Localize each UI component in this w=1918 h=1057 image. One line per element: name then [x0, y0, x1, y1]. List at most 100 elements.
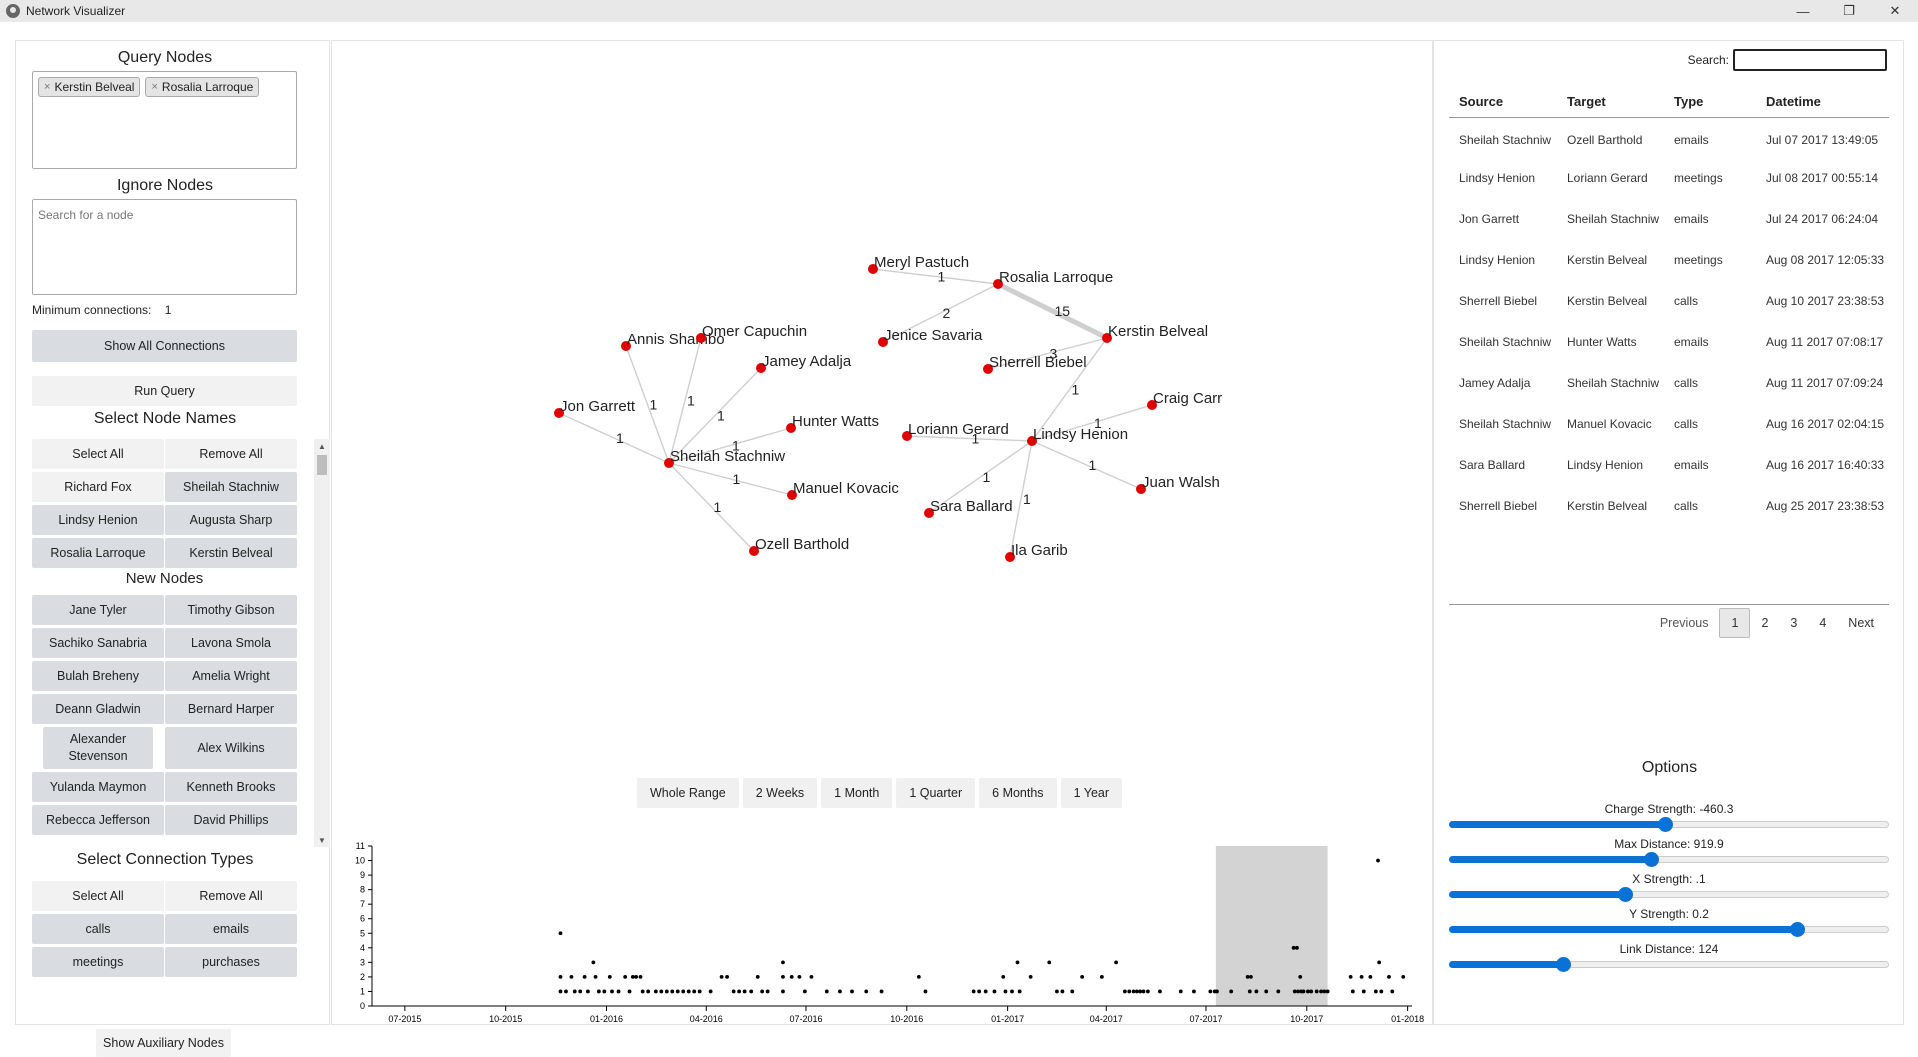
- select-all-names-button[interactable]: Select All: [32, 439, 164, 469]
- graph-link[interactable]: [1009, 440, 1033, 558]
- graph-node[interactable]: [868, 264, 878, 274]
- graph-link[interactable]: [882, 283, 999, 343]
- table-row[interactable]: Sherrell Biebel Kerstin Belveal calls Aug 1…: [1449, 281, 1889, 322]
- new-node-button[interactable]: Alexander Stevenson: [43, 727, 153, 769]
- maximize-icon[interactable]: ❐: [1843, 3, 1855, 18]
- new-node-button[interactable]: Sachiko Sanabria: [32, 628, 164, 658]
- graph-node[interactable]: [621, 341, 631, 351]
- table-row[interactable]: Lindsy Henion Kerstin Belveal meetings Aug …: [1449, 240, 1889, 281]
- node-name-button[interactable]: Kerstin Belveal: [165, 538, 297, 568]
- range-1year-button[interactable]: 1 Year: [1060, 778, 1123, 808]
- new-node-button[interactable]: Deann Gladwin: [32, 694, 164, 724]
- graph-node[interactable]: [878, 337, 888, 347]
- range-6months-button[interactable]: 6 Months: [979, 778, 1057, 808]
- scroll-down-icon[interactable]: ▼: [318, 835, 326, 845]
- option-slider[interactable]: Y Strength: 0.2: [1449, 907, 1889, 943]
- graph-node[interactable]: [1005, 552, 1015, 562]
- pager-page-4[interactable]: 4: [1819, 616, 1827, 630]
- table-row[interactable]: Sheilah Stachniw Hunter Watts emails Aug 11…: [1449, 322, 1889, 363]
- query-tag[interactable]: × Kerstin Belveal: [38, 77, 141, 97]
- table-row[interactable]: Sheilah Stachniw Ozell Barthold emails Jul …: [1449, 117, 1889, 158]
- graph-link[interactable]: [987, 337, 1108, 370]
- new-node-button[interactable]: Bulah Breheny: [32, 661, 164, 691]
- option-slider[interactable]: X Strength: .1: [1449, 872, 1889, 908]
- graph-link[interactable]: [1031, 440, 1142, 490]
- ignore-nodes-input[interactable]: Search for a node: [32, 199, 297, 295]
- graph-node[interactable]: [696, 333, 706, 343]
- graph-node[interactable]: [1027, 436, 1037, 446]
- range-1month-button[interactable]: 1 Month: [821, 778, 893, 808]
- node-name-button[interactable]: Richard Fox: [32, 472, 164, 502]
- graph-link[interactable]: [668, 427, 792, 464]
- table-row[interactable]: Sara Ballard Lindsy Henion emails Aug 16 20…: [1449, 445, 1889, 486]
- node-name-button[interactable]: Sheilah Stachniw: [165, 472, 297, 502]
- new-node-button[interactable]: Amelia Wright: [165, 661, 297, 691]
- node-name-button[interactable]: Lindsy Henion: [32, 505, 164, 535]
- remove-all-names-button[interactable]: Remove All: [165, 439, 297, 469]
- table-row[interactable]: Jamey Adalja Sheilah Stachniw calls Aug 11 …: [1449, 363, 1889, 404]
- graph-node[interactable]: [1147, 400, 1157, 410]
- pager-page-2[interactable]: 2: [1761, 616, 1769, 630]
- slider-knob[interactable]: [1657, 817, 1673, 832]
- new-node-button[interactable]: Alex Wilkins: [165, 727, 297, 769]
- graph-node[interactable]: [756, 363, 766, 373]
- graph-link[interactable]: [872, 268, 999, 285]
- slider-knob[interactable]: [1556, 957, 1572, 972]
- show-auxiliary-nodes-button[interactable]: Show Auxiliary Nodes: [96, 1029, 231, 1057]
- graph-node[interactable]: [749, 546, 759, 556]
- table-row[interactable]: Jon Garrett Sheilah Stachniw emails Jul 24 …: [1449, 199, 1889, 240]
- min-connections-value[interactable]: 1: [164, 303, 172, 317]
- graph-link[interactable]: [668, 367, 762, 464]
- graph-node[interactable]: [786, 423, 796, 433]
- connection-type-button[interactable]: meetings: [32, 947, 164, 977]
- new-node-button[interactable]: Rebecca Jefferson: [32, 805, 164, 835]
- new-node-button[interactable]: Bernard Harper: [165, 694, 297, 724]
- column-header-target[interactable]: Target: [1557, 87, 1664, 118]
- new-node-button[interactable]: David Phillips: [165, 805, 297, 835]
- graph-node[interactable]: [554, 408, 564, 418]
- slider-knob[interactable]: [1789, 922, 1805, 937]
- scroll-up-icon[interactable]: ▲: [318, 441, 326, 451]
- graph-link[interactable]: [1031, 404, 1153, 442]
- connection-type-button[interactable]: purchases: [165, 947, 297, 977]
- new-node-button[interactable]: Yulanda Maymon: [32, 772, 164, 802]
- close-icon[interactable]: ✕: [1889, 3, 1901, 18]
- option-slider[interactable]: Link Distance: 124: [1449, 942, 1889, 978]
- graph-node[interactable]: [993, 279, 1003, 289]
- new-node-button[interactable]: Kenneth Brooks: [165, 772, 297, 802]
- run-query-button[interactable]: Run Query: [32, 376, 297, 406]
- node-name-button[interactable]: Augusta Sharp: [165, 505, 297, 535]
- pager-page-3[interactable]: 3: [1790, 616, 1798, 630]
- range-2weeks-button[interactable]: 2 Weeks: [742, 778, 818, 808]
- node-name-button[interactable]: Rosalia Larroque: [32, 538, 164, 568]
- graph-link[interactable]: [668, 462, 755, 552]
- graph-link[interactable]: [996, 281, 1109, 341]
- show-all-connections-button[interactable]: Show All Connections: [32, 330, 297, 362]
- node-names-scroll-area[interactable]: Select All Remove All Richard Fox Sheila…: [32, 439, 330, 847]
- pager-next[interactable]: Next: [1848, 616, 1874, 630]
- connection-type-button[interactable]: calls: [32, 914, 164, 944]
- graph-node[interactable]: [787, 490, 797, 500]
- table-row[interactable]: Lindsy Henion Loriann Gerard meetings Jul 0…: [1449, 158, 1889, 199]
- query-nodes-input[interactable]: × Kerstin Belveal × Rosalia Larroque: [32, 71, 297, 169]
- range-whole-button[interactable]: Whole Range: [637, 778, 739, 808]
- option-slider[interactable]: Charge Strength: -460.3: [1449, 802, 1889, 838]
- pager-page-1[interactable]: 1: [1719, 608, 1751, 638]
- graph-link[interactable]: [558, 412, 670, 464]
- graph-node[interactable]: [902, 431, 912, 441]
- range-1quarter-button[interactable]: 1 Quarter: [896, 778, 976, 808]
- slider-knob[interactable]: [1618, 887, 1633, 902]
- timeline-brush[interactable]: [1215, 846, 1328, 1006]
- graph-node[interactable]: [924, 508, 934, 518]
- node-names-scrollbar[interactable]: ▲ ▼: [314, 439, 330, 847]
- graph-link[interactable]: [625, 345, 670, 464]
- timeline-chart[interactable]: 0 1 2 3 4 5 6 7 8 9 10 11 07-2015 10-2015 01-2016 04-20…: [332, 811, 1432, 1023]
- query-tag[interactable]: × Rosalia Larroque: [145, 77, 260, 97]
- scrollbar-thumb[interactable]: [317, 455, 327, 475]
- pager-previous[interactable]: Previous: [1659, 616, 1709, 630]
- new-node-button[interactable]: Timothy Gibson: [165, 595, 297, 625]
- graph-link[interactable]: [1031, 337, 1108, 442]
- table-row[interactable]: Sherrell Biebel Kerstin Belveal calls Aug 2…: [1449, 486, 1889, 527]
- graph-link[interactable]: [668, 337, 702, 464]
